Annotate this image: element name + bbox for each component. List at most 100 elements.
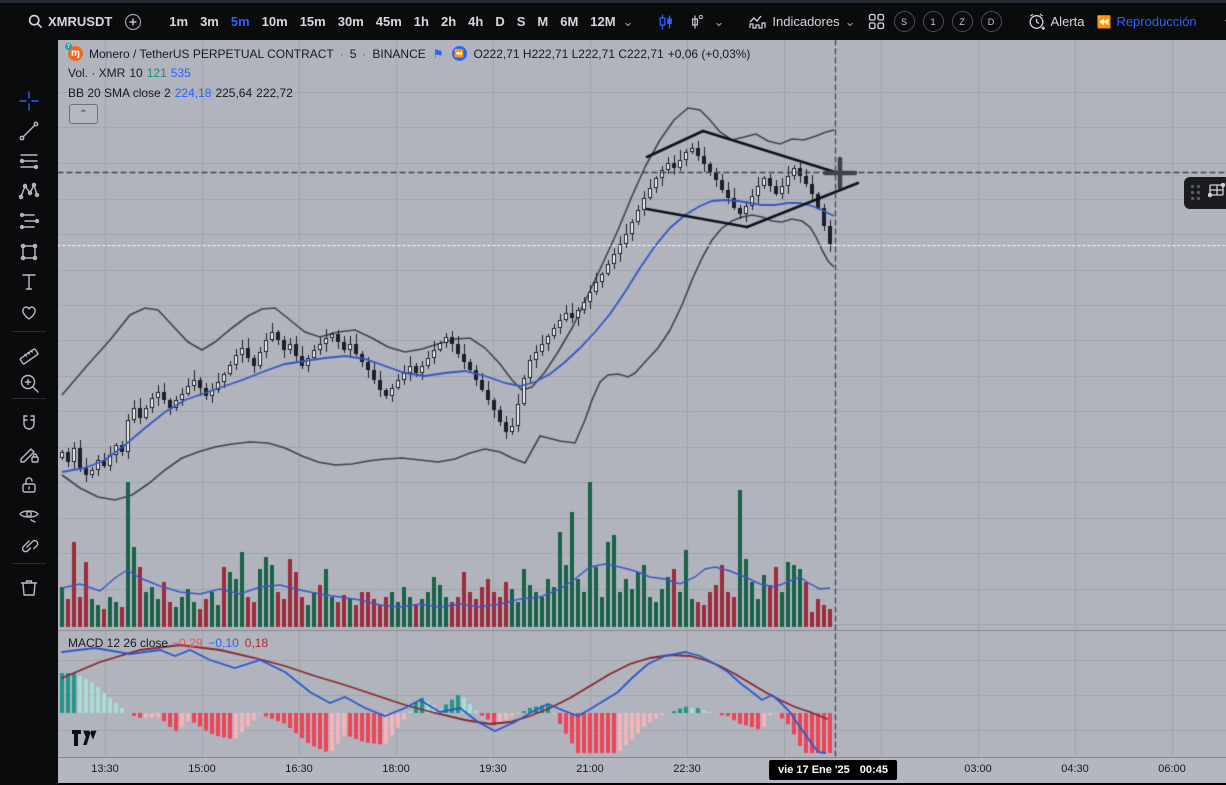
price-change: +0,06 (+0,03%) bbox=[667, 46, 751, 61]
time-label-21:00: 21:00 bbox=[576, 763, 604, 775]
alert-label: Alerta bbox=[1050, 14, 1085, 29]
chart-style-candles-button[interactable] bbox=[651, 9, 681, 35]
time-axis[interactable]: 13:3015:0016:3018:0019:3021:0022:3000:00… bbox=[58, 757, 1226, 784]
interval-button-D[interactable]: D bbox=[495, 14, 505, 29]
time-label-04:30: 04:30 bbox=[1061, 763, 1089, 775]
object-tree-icon[interactable] bbox=[1207, 182, 1226, 204]
volume-ma-value: 535 bbox=[170, 66, 191, 80]
macd-value: −0,10 bbox=[208, 636, 239, 650]
chart-style-alt-button[interactable] bbox=[681, 9, 711, 35]
crosshair-tool-button[interactable] bbox=[17, 89, 41, 113]
main-series-legend[interactable]: ɱ 7 Monero / TetherUS PERPETUAL CONTRACT… bbox=[65, 43, 751, 61]
time-label-18:00: 18:00 bbox=[382, 763, 410, 775]
collapse-legend-button[interactable]: ⌃ bbox=[69, 104, 98, 124]
volume-value: 121 bbox=[146, 66, 167, 80]
replay-jump-icon[interactable]: ⏪ bbox=[451, 46, 467, 61]
interval-button-1h[interactable]: 1h bbox=[413, 14, 429, 29]
layout-grid-button[interactable] bbox=[862, 9, 891, 34]
sync-drawings-button[interactable] bbox=[17, 533, 41, 557]
ohlc-l: L222,71 bbox=[571, 46, 619, 61]
trend-line-tool-button[interactable] bbox=[17, 119, 41, 143]
chart-style-dropdown[interactable]: ⌄ bbox=[713, 13, 725, 29]
macd-values: −0,29 −0,10 0,18 bbox=[172, 636, 274, 650]
ohlc-values: O222,71 H222,71 L222,71 C222,71 bbox=[474, 47, 664, 61]
layout-slot-button-Z[interactable]: Z bbox=[951, 11, 973, 32]
time-label-15:00: 15:00 bbox=[188, 763, 216, 775]
layout-slot-button-D[interactable]: D bbox=[980, 11, 1002, 32]
separator bbox=[12, 331, 46, 332]
drawing-mode-lock-button[interactable] bbox=[17, 442, 41, 466]
notification-badge: 7 bbox=[65, 43, 72, 50]
fib-retracement-tool-button[interactable] bbox=[17, 149, 41, 173]
ohlc-o: O222,71 bbox=[473, 46, 523, 61]
candles-icon bbox=[660, 14, 673, 29]
interval-button-1m[interactable]: 1m bbox=[169, 14, 189, 29]
bb-label: BB 20 SMA close 2 bbox=[68, 86, 171, 100]
compare-add-button[interactable] bbox=[118, 9, 148, 35]
plus-circle-icon bbox=[125, 13, 142, 30]
price-chart-canvas[interactable] bbox=[58, 40, 1226, 785]
ohlc-h: H222,71 bbox=[522, 46, 572, 61]
chart-pane[interactable] bbox=[58, 40, 1226, 785]
remove-drawings-button[interactable] bbox=[17, 575, 41, 599]
indicators-label: Indicadores bbox=[772, 14, 840, 29]
time-label-06:00: 06:00 bbox=[1158, 763, 1186, 775]
symbol-search-button[interactable]: XMRUSDT bbox=[22, 10, 118, 33]
flag-icon[interactable]: ⚑ bbox=[432, 46, 444, 61]
xabcd-pattern-tool-button[interactable] bbox=[17, 179, 41, 203]
macd-legend[interactable]: MACD 12 26 close −0,29 −0,10 0,18 bbox=[68, 636, 274, 650]
interval-button-15m[interactable]: 15m bbox=[299, 14, 326, 29]
interval-button-5m[interactable]: 5m bbox=[230, 14, 250, 29]
forecast-tool-button[interactable] bbox=[17, 209, 41, 233]
macd-label: MACD 12 26 close bbox=[68, 636, 169, 650]
interval-button-S[interactable]: S bbox=[516, 14, 526, 29]
symbol-name: XMRUSDT bbox=[48, 14, 113, 29]
interval-button-3m[interactable]: 3m bbox=[200, 14, 219, 29]
volume-legend[interactable]: Vol. · XMR 10 121 535 bbox=[68, 66, 191, 80]
bb-lower-value: 222,72 bbox=[256, 86, 293, 100]
hide-drawings-button[interactable] bbox=[17, 503, 41, 527]
interval-button-12M[interactable]: 12M bbox=[590, 14, 616, 29]
layout-slot-button-S[interactable]: S bbox=[893, 11, 915, 32]
magnet-mode-button[interactable] bbox=[17, 412, 41, 436]
time-label-03:00: 03:00 bbox=[964, 763, 992, 775]
macd-value: 0,18 bbox=[244, 636, 269, 650]
text-tool-button[interactable] bbox=[17, 270, 41, 294]
drawing-toolbar bbox=[0, 40, 58, 785]
interval-button-2h[interactable]: 2h bbox=[440, 14, 457, 29]
shapes-tool-button[interactable] bbox=[17, 240, 41, 264]
zoom-in-tool-button[interactable] bbox=[17, 371, 41, 395]
interval-button-6M[interactable]: 6M bbox=[560, 14, 579, 29]
separator bbox=[12, 563, 46, 564]
monero-logo-icon: ɱ 7 bbox=[65, 43, 83, 61]
tradingview-logo[interactable] bbox=[70, 727, 100, 754]
undo-button[interactable]: ↶ bbox=[1219, 8, 1226, 36]
separator bbox=[12, 398, 46, 399]
replay-button[interactable]: ⏪ Reproducción bbox=[1090, 10, 1202, 33]
indicators-button[interactable]: Indicadores ⌄ bbox=[742, 9, 861, 34]
bottom-edge bbox=[58, 783, 1226, 785]
interval-button-30m[interactable]: 30m bbox=[337, 14, 364, 29]
legend-interval: 5 bbox=[349, 46, 357, 61]
replay-label: Reproducción bbox=[1116, 14, 1197, 29]
symbol-description: Monero / TetherUS PERPETUAL CONTRACT bbox=[89, 46, 334, 61]
alert-button[interactable]: Alerta bbox=[1021, 8, 1091, 35]
bb-legend[interactable]: BB 20 SMA close 2 224,18 225,64 222,72 bbox=[68, 86, 293, 100]
interval-button-4h[interactable]: 4h bbox=[468, 14, 484, 29]
interval-button-45m[interactable]: 45m bbox=[375, 14, 402, 29]
time-label-16:30: 16:30 bbox=[285, 763, 313, 775]
measure-tool-button[interactable] bbox=[17, 341, 41, 365]
interval-button-M[interactable]: M bbox=[537, 14, 549, 29]
interval-button-10m[interactable]: 10m bbox=[261, 14, 288, 29]
floating-drawing-toolbar[interactable] bbox=[1184, 177, 1226, 209]
emoji-tool-button[interactable] bbox=[17, 300, 41, 324]
interval-dropdown[interactable]: ⌄ bbox=[622, 13, 634, 29]
chevron-down-icon: ⌄ bbox=[844, 13, 856, 29]
dot-separator: · bbox=[339, 46, 344, 61]
macd-value: −0,29 bbox=[172, 636, 203, 650]
layout-slot-button-1[interactable]: 1 bbox=[922, 11, 944, 32]
lock-all-drawings-button[interactable] bbox=[17, 473, 41, 497]
drag-handle[interactable] bbox=[1191, 185, 1201, 201]
